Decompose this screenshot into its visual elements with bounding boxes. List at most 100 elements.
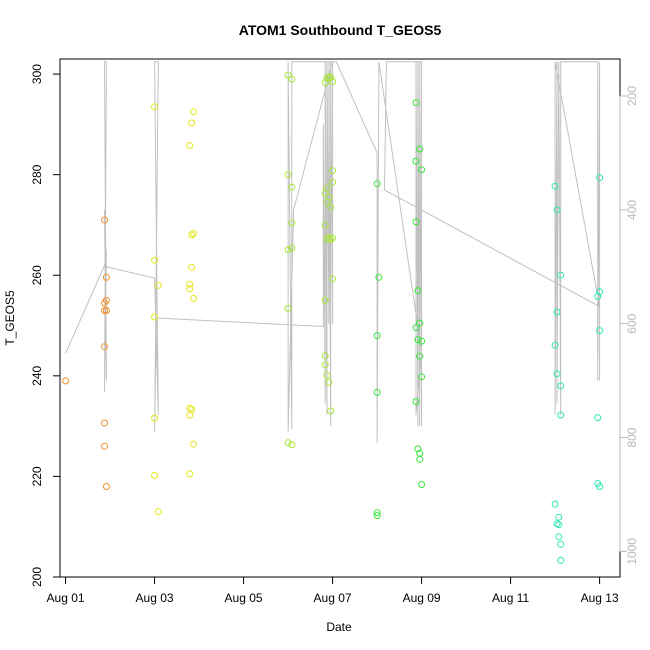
data-point xyxy=(288,183,296,191)
y-tick-label: 240 xyxy=(30,366,44,386)
data-point xyxy=(596,288,604,296)
data-point xyxy=(555,521,563,529)
data-point xyxy=(327,203,335,211)
data-point xyxy=(101,307,108,314)
data-point xyxy=(321,296,329,304)
data-point xyxy=(373,180,381,188)
data-point xyxy=(188,263,196,271)
data-point xyxy=(327,407,335,415)
right-tick-label: 1000 xyxy=(625,538,639,565)
x-tick-label: Aug 01 xyxy=(47,591,85,605)
data-point xyxy=(288,441,296,449)
data-point xyxy=(102,483,110,490)
data-point xyxy=(553,206,561,214)
y-tick-label: 280 xyxy=(30,164,44,184)
x-tick-label: Aug 11 xyxy=(492,591,529,605)
data-point xyxy=(412,99,420,107)
x-tick-label: Aug 03 xyxy=(136,591,174,605)
data-point xyxy=(102,296,110,304)
data-point xyxy=(375,273,383,281)
data-point xyxy=(553,308,561,316)
data-point xyxy=(62,377,70,385)
data-point xyxy=(190,440,197,448)
data-point xyxy=(412,398,420,405)
data-point xyxy=(186,411,194,419)
x-tick-label: Aug 07 xyxy=(314,591,352,605)
right-tick-label: 600 xyxy=(625,313,639,333)
data-point xyxy=(101,442,108,450)
data-point xyxy=(596,483,604,490)
data-point xyxy=(596,327,604,335)
data-point xyxy=(412,157,420,165)
y-tick-label: 220 xyxy=(30,466,44,486)
data-point xyxy=(101,419,108,427)
data-point xyxy=(325,193,333,201)
profile-line-layer xyxy=(65,61,601,444)
plot-frame xyxy=(59,58,621,578)
data-point xyxy=(416,319,424,327)
y-tick-label: 260 xyxy=(30,265,44,285)
data-point xyxy=(418,481,426,488)
y-axis: 200 220 240 260 280 300 xyxy=(30,64,61,587)
data-point xyxy=(154,281,162,289)
data-point xyxy=(154,508,162,516)
data-point xyxy=(151,414,159,422)
data-point xyxy=(327,236,335,243)
x-tick-label: Aug 09 xyxy=(403,591,441,605)
data-point xyxy=(288,75,296,83)
data-point xyxy=(557,556,565,564)
x-tick-label: Aug 13 xyxy=(581,591,619,605)
data-point xyxy=(190,294,197,302)
data-point xyxy=(102,307,110,314)
data-point xyxy=(594,292,602,300)
data-point xyxy=(323,371,331,379)
data-point xyxy=(414,336,422,344)
scatter-points-layer xyxy=(62,71,604,564)
data-point xyxy=(373,332,381,340)
data-point xyxy=(555,513,563,521)
data-point xyxy=(284,304,292,312)
data-point xyxy=(329,178,337,186)
data-point xyxy=(329,234,337,242)
right-tick-label: 200 xyxy=(625,86,639,106)
data-point xyxy=(188,406,196,413)
data-point xyxy=(284,171,292,179)
data-point xyxy=(414,445,422,453)
data-point xyxy=(288,244,296,252)
data-point xyxy=(186,285,194,293)
y-axis-label: T_GEOS5 xyxy=(3,290,17,346)
data-point xyxy=(412,324,420,332)
data-point xyxy=(188,119,196,127)
data-point xyxy=(418,166,426,174)
data-point xyxy=(321,221,329,229)
data-point xyxy=(186,470,194,478)
data-point xyxy=(151,103,159,111)
y-axis-right: 200 400 600 800 1000 xyxy=(619,86,639,565)
data-point xyxy=(321,361,329,369)
data-point xyxy=(321,79,329,87)
data-point xyxy=(325,234,333,241)
x-axis-label: Date xyxy=(326,620,352,634)
data-point xyxy=(594,414,602,422)
data-point xyxy=(151,256,159,264)
x-tick-label: Aug 05 xyxy=(225,591,263,605)
chart-title: ATOM1 Southbound T_GEOS5 xyxy=(239,22,442,38)
data-point xyxy=(373,509,381,517)
data-point xyxy=(288,219,296,227)
data-point xyxy=(102,273,110,281)
data-point xyxy=(557,411,565,419)
data-point xyxy=(325,378,333,386)
data-point xyxy=(418,373,426,381)
data-point xyxy=(151,471,159,479)
data-point xyxy=(416,145,424,153)
data-point xyxy=(327,74,335,82)
data-point xyxy=(101,343,108,351)
data-point xyxy=(557,271,565,279)
data-point xyxy=(416,352,424,360)
data-point xyxy=(553,370,561,378)
data-point xyxy=(188,231,196,239)
data-point xyxy=(416,455,424,463)
data-point xyxy=(284,71,292,79)
data-point xyxy=(284,439,292,447)
